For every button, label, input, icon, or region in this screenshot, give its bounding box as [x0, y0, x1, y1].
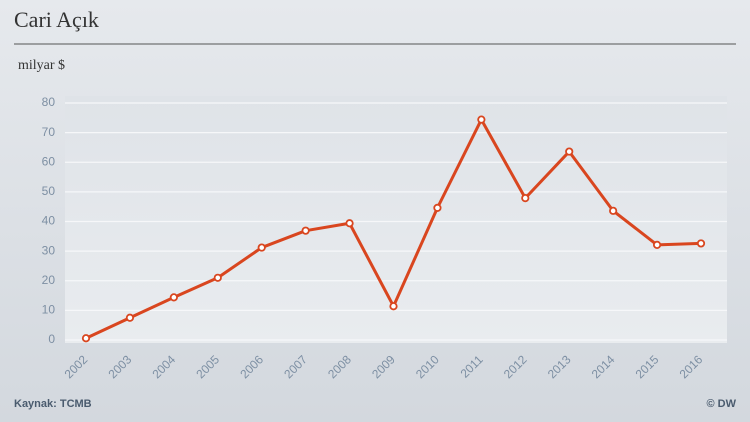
y-tick-label: 70 — [42, 125, 56, 139]
y-tick-label: 60 — [42, 154, 56, 168]
credit: © DW — [707, 398, 737, 410]
point — [257, 243, 266, 252]
y-tick-label: 30 — [42, 243, 56, 257]
point — [213, 273, 222, 282]
y-tick-label: 50 — [42, 184, 56, 198]
y-tick-label: 0 — [48, 332, 55, 346]
y-tick-label: 40 — [42, 214, 56, 228]
point — [169, 293, 178, 302]
point — [521, 193, 530, 203]
point — [565, 147, 574, 156]
point — [652, 240, 662, 250]
point — [301, 226, 310, 235]
point — [81, 334, 91, 343]
point — [125, 313, 135, 322]
point — [389, 302, 398, 311]
y-tick-label: 20 — [42, 273, 56, 287]
point — [609, 206, 618, 215]
chart-title: Cari Açık — [14, 7, 99, 32]
y-unit: milyar $ — [18, 58, 65, 73]
point — [433, 203, 442, 212]
y-tick-label: 10 — [42, 303, 56, 317]
point — [696, 239, 706, 248]
y-tick-label: 80 — [42, 95, 56, 109]
point — [345, 219, 354, 228]
source: Kaynak: TCMB — [14, 398, 92, 410]
point — [477, 115, 486, 124]
